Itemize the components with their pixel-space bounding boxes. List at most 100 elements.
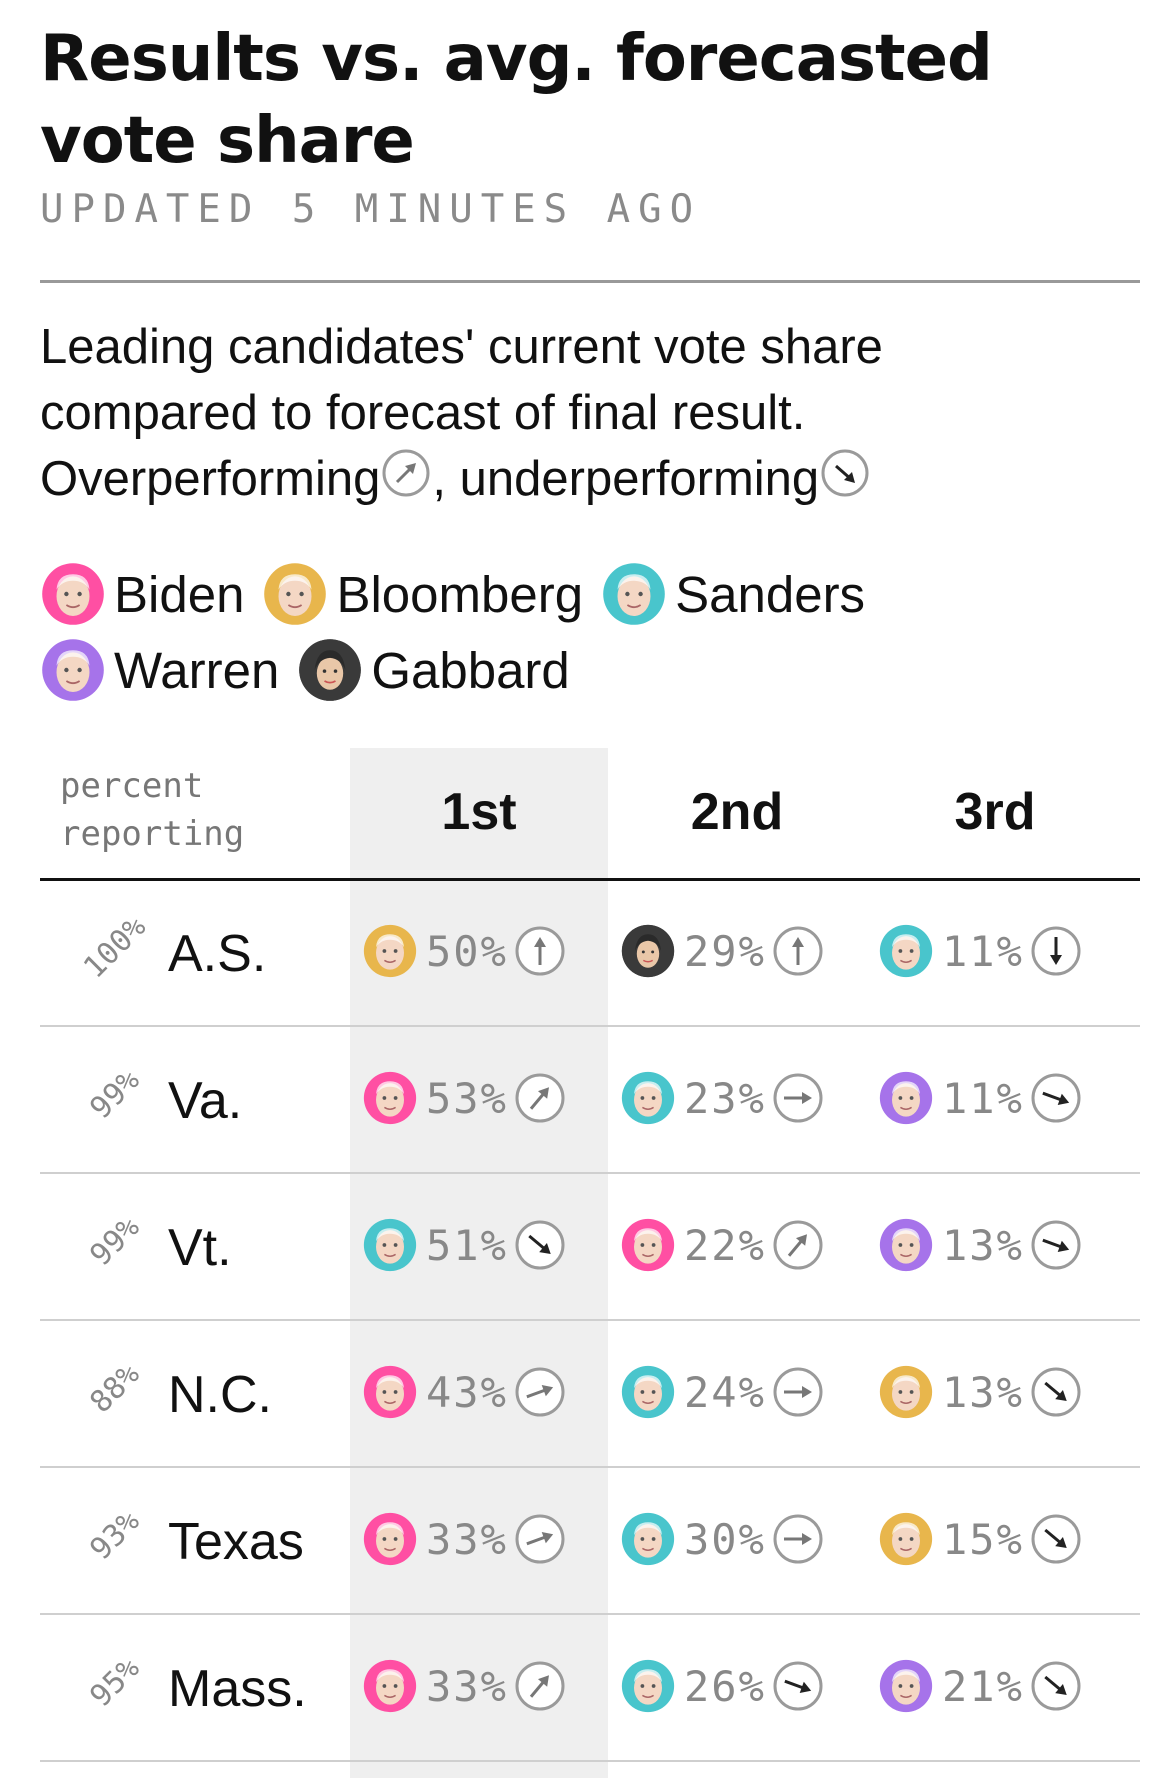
biden-face-icon — [621, 1218, 675, 1272]
trend-arrow-down-icon — [1031, 926, 1081, 976]
row-divider — [40, 1613, 1140, 1615]
trend-arrow-right-icon — [773, 1514, 823, 1564]
legend-label: Bloomberg — [336, 565, 584, 623]
header-divider — [40, 878, 1140, 881]
biden-face-icon — [42, 563, 104, 625]
trend-arrow-down-right-icon — [515, 1220, 565, 1270]
trend-arrow-up-icon — [515, 926, 565, 976]
vote-share-value: 23% — [684, 1073, 766, 1123]
row-divider — [40, 1172, 1140, 1174]
vote-share-value: 13% — [942, 1367, 1024, 1417]
percent-reporting-value: 99% — [83, 1062, 147, 1127]
vote-share-value: 26% — [684, 1661, 766, 1711]
result-cell-2nd: 22% — [620, 1212, 826, 1278]
result-cell-2nd: 26% — [620, 1653, 826, 1719]
percent-reporting-value: 93% — [83, 1503, 147, 1568]
percent-reporting-value: 99% — [83, 1209, 147, 1274]
trend-arrow-up-icon — [773, 926, 823, 976]
result-cell-2nd: 23% — [620, 1065, 826, 1131]
sanders-face-icon — [621, 1071, 675, 1125]
rank-header-3rd: 3rd — [954, 783, 1036, 841]
gabbard-face-icon — [299, 639, 362, 701]
result-cell-3rd: 11% — [878, 918, 1084, 984]
sanders-face-icon — [621, 1659, 675, 1713]
vote-share-value: 13% — [942, 1220, 1024, 1270]
biden-face-icon — [363, 1659, 417, 1713]
result-cell-3rd: 11% — [878, 1065, 1084, 1131]
vote-share-value: 11% — [942, 1073, 1024, 1123]
state-name: N.C. — [168, 1366, 272, 1424]
trend-arrow-up-right-icon — [773, 1220, 823, 1270]
legend-label: Sanders — [675, 565, 866, 623]
trend-arrow-up-right-icon — [515, 1073, 565, 1123]
row-divider — [40, 1319, 1140, 1321]
result-cell-1st: 51% — [362, 1212, 568, 1278]
result-cell-1st: 33% — [362, 1506, 568, 1572]
trend-arrow-down-right-icon — [1031, 1661, 1081, 1711]
rank-header-2nd: 2nd — [690, 783, 784, 841]
vote-share-value: 50% — [426, 926, 508, 976]
percent-reporting-value: 95% — [83, 1650, 147, 1715]
bloomberg-face-icon — [264, 563, 327, 625]
result-cell-1st: 43% — [362, 1359, 568, 1425]
warren-face-icon — [42, 639, 104, 701]
trend-arrow-down-right-icon — [1031, 1367, 1081, 1417]
state-name: A.S. — [168, 925, 267, 983]
result-cell-3rd: 15% — [878, 1506, 1084, 1572]
row-divider — [40, 1466, 1140, 1468]
result-cell-3rd: 21% — [878, 1653, 1084, 1719]
table-row: 99% Va. 53% 23% 11% — [40, 1027, 1140, 1174]
table-header: percent reporting 1st 2nd 3rd — [40, 748, 1140, 881]
table-body: 100% A.S. 50% 29% 11% 99% Va. 53% — [40, 880, 1140, 1762]
warren-face-icon — [879, 1659, 933, 1713]
table-row: 93% Texas 33% 30% 15% — [40, 1468, 1140, 1615]
state-name: Mass. — [168, 1660, 307, 1718]
overperforming-arrow-icon — [382, 449, 430, 497]
state-name: Vt. — [168, 1219, 232, 1277]
result-cell-2nd: 24% — [620, 1359, 826, 1425]
bloomberg-face-icon — [879, 1512, 933, 1566]
trend-arrow-right-icon — [773, 1073, 823, 1123]
vote-share-value: 51% — [426, 1220, 508, 1270]
table-row: 95% Mass. 33% 26% 21% — [40, 1615, 1140, 1762]
trend-arrow-up-right-icon — [515, 1661, 565, 1711]
biden-face-icon — [363, 1512, 417, 1566]
divider — [40, 280, 1140, 283]
percent-reporting-value: 88% — [83, 1356, 147, 1421]
biden-face-icon — [363, 1365, 417, 1419]
table-row: 99% Vt. 51% 22% 13% — [40, 1174, 1140, 1321]
vote-share-value: 33% — [426, 1661, 508, 1711]
sanders-face-icon — [879, 924, 933, 978]
percent-reporting-label: percent reporting — [60, 766, 245, 854]
trend-arrow-slight-down-icon — [1031, 1073, 1081, 1123]
results-table: percent reporting 1st 2nd 3rd 100% A.S. 5… — [40, 748, 1140, 1778]
vote-share-value: 29% — [684, 926, 766, 976]
legend-item-bloomberg: Bloomberg — [262, 561, 583, 627]
result-cell-1st: 33% — [362, 1653, 568, 1719]
trend-arrow-slight-down-icon — [1031, 1220, 1081, 1270]
vote-share-value: 24% — [684, 1367, 766, 1417]
candidate-legend: Biden Bloomberg Sanders Warren Gabbard — [40, 556, 1140, 708]
sanders-face-icon — [363, 1218, 417, 1272]
vote-share-value: 11% — [942, 926, 1024, 976]
legend-label: Warren — [114, 641, 280, 699]
sanders-face-icon — [603, 563, 665, 625]
legend-item-biden: Biden — [40, 561, 244, 627]
legend-item-warren: Warren — [40, 637, 279, 703]
warren-face-icon — [879, 1218, 933, 1272]
legend-item-gabbard: Gabbard — [297, 637, 570, 703]
updated-timestamp: UPDATED 5 MINUTES AGO — [40, 187, 702, 232]
legend-label: Gabbard — [371, 641, 570, 699]
gabbard-face-icon — [621, 924, 675, 978]
vote-share-value: 33% — [426, 1514, 508, 1564]
vote-share-value: 30% — [684, 1514, 766, 1564]
description: Leading candidates' current vote share c… — [40, 320, 883, 506]
vote-share-value: 21% — [942, 1661, 1024, 1711]
underperforming-arrow-icon — [821, 449, 869, 497]
vote-share-value: 15% — [942, 1514, 1024, 1564]
trend-arrow-right-icon — [773, 1367, 823, 1417]
result-cell-2nd: 30% — [620, 1506, 826, 1572]
result-cell-3rd: 13% — [878, 1359, 1084, 1425]
state-name: Texas — [168, 1513, 304, 1571]
vote-share-value: 22% — [684, 1220, 766, 1270]
